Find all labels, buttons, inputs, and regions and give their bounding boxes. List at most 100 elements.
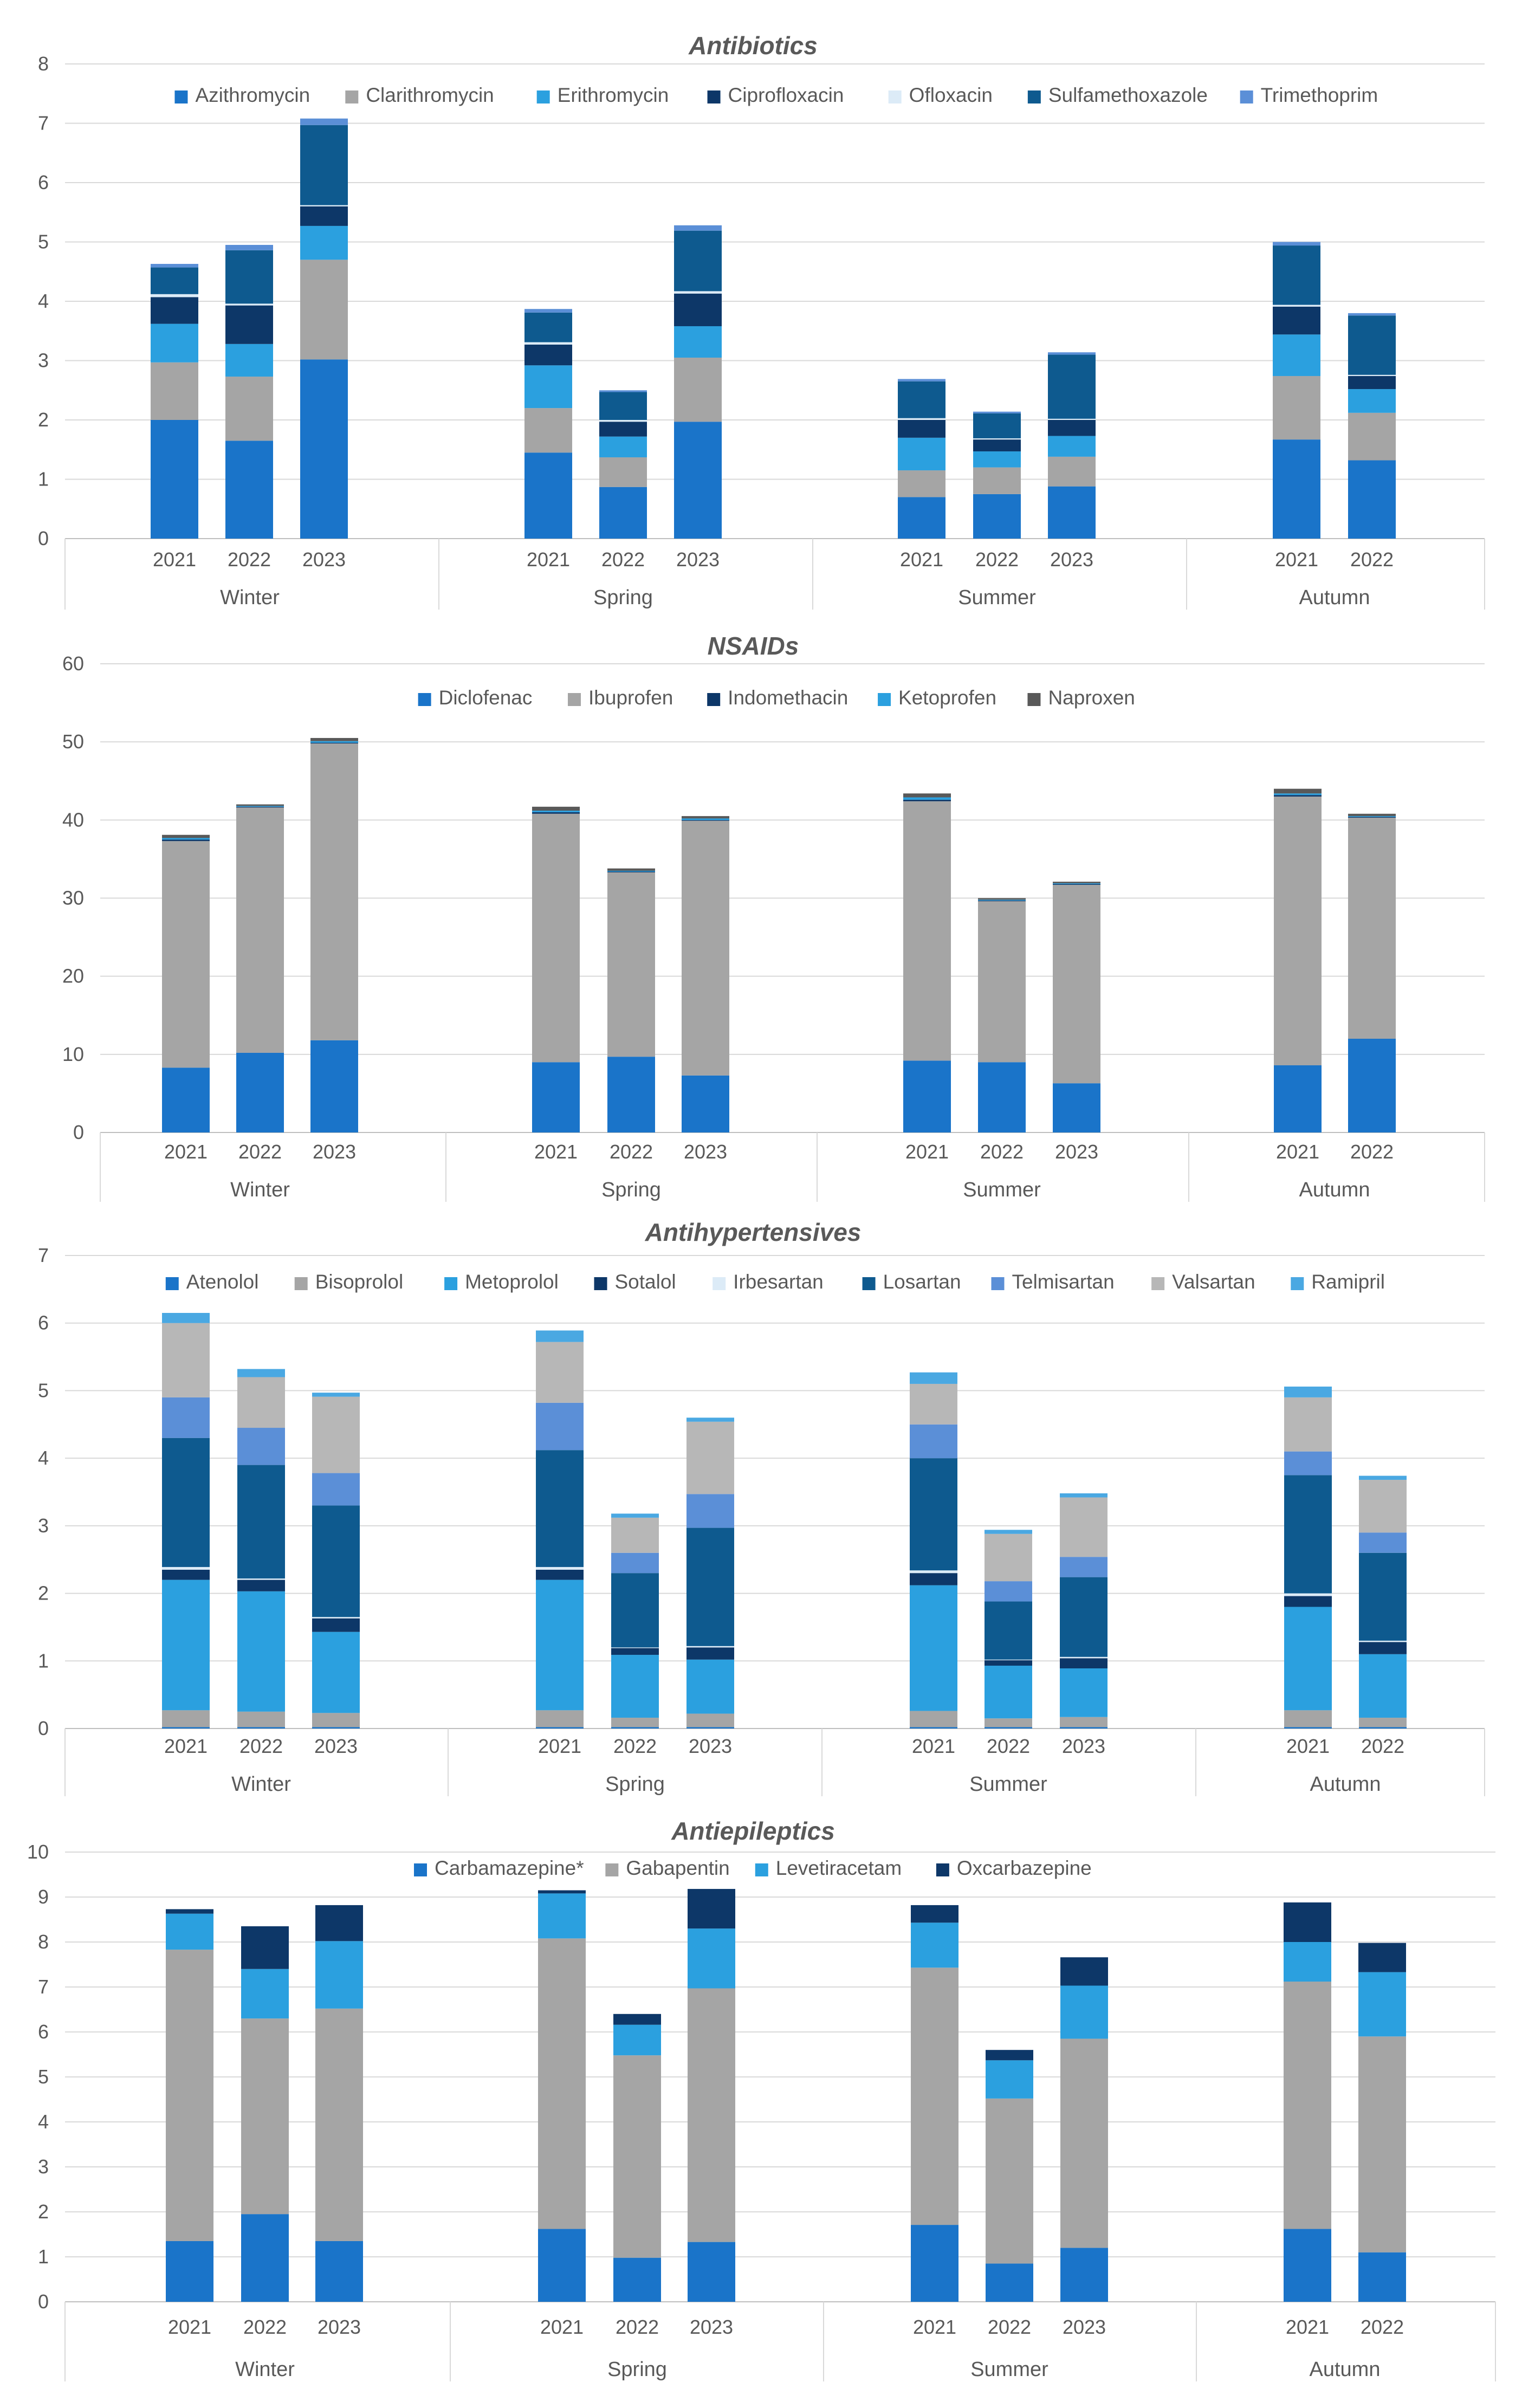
- y-tick-label: 7: [38, 112, 49, 134]
- bar-segment-naproxen: [236, 804, 284, 806]
- bar-segment-irbesartan: [312, 1617, 360, 1619]
- legend-label: Atenolol: [186, 1271, 259, 1293]
- group-label: Summer: [969, 1773, 1047, 1796]
- x-tick-label: 2021: [1276, 1141, 1319, 1163]
- bar-segment-losartan: [686, 1527, 734, 1646]
- bar-segment-valsartan: [1284, 1397, 1332, 1452]
- bar-segment-trimethoprim: [1348, 313, 1396, 316]
- bar-segment-naproxen: [607, 868, 655, 871]
- bar-segment-irbesartan: [1359, 1640, 1407, 1642]
- bar-segment-telmisartan: [910, 1424, 957, 1459]
- bar-segment-naproxen: [310, 737, 358, 741]
- bar-segment-atenolol: [611, 1727, 659, 1729]
- bar-segment-sulfamethoxazole: [1348, 315, 1396, 375]
- bar-segment-valsartan: [162, 1323, 210, 1397]
- bar-segment-bisoprolol: [1284, 1710, 1332, 1727]
- y-tick-label: 0: [73, 1121, 84, 1143]
- bar-segment-telmisartan: [985, 1581, 1032, 1602]
- bar-segment-erithromycin: [151, 323, 198, 363]
- y-tick-label: 6: [38, 1312, 49, 1334]
- legend-swatch: [707, 693, 721, 706]
- legend-label: Losartan: [883, 1271, 961, 1293]
- bar-segment-oxcarbazepine: [688, 1889, 735, 1929]
- x-tick-label: 2023: [684, 1141, 727, 1163]
- bar-segment-gabapentin: [1358, 2036, 1406, 2252]
- legend: Atenolol Bisoprolol Metoprolol Sotalol Irbes…: [165, 1271, 1385, 1293]
- bar-segment-metoprolol: [237, 1591, 285, 1712]
- bar-segment-sulfamethoxazole: [674, 230, 722, 292]
- bar-segment-trimethoprim: [973, 411, 1021, 413]
- bar-segment-oxcarbazepine: [613, 2014, 661, 2025]
- bar-segment-bisoprolol: [162, 1710, 210, 1727]
- bar-segment-bisoprolol: [1060, 1717, 1108, 1727]
- bar-segment-ketoprofen: [903, 797, 951, 800]
- bar-segment-telmisartan: [1060, 1557, 1108, 1577]
- legend-swatch: [294, 1277, 308, 1290]
- bar-segment-oxcarbazepine: [1358, 1943, 1406, 1972]
- bar-segment-indomethacin: [532, 812, 580, 814]
- legend-label: Sulfamethoxazole: [1048, 84, 1208, 106]
- bar-segment-indomethacin: [1274, 795, 1322, 797]
- bar-segment-diclofenac: [1348, 1039, 1396, 1132]
- bar-segment-gabapentin: [538, 1938, 586, 2229]
- bar-segment-erithromycin: [973, 451, 1021, 468]
- bar-segment-valsartan: [910, 1383, 957, 1425]
- legend: Diclofenac Ibuprofen Indomethacin Ketoprofe…: [418, 687, 1135, 709]
- bar-segment-ciprofloxacin: [599, 422, 647, 437]
- bar-segment-ramipril: [1060, 1493, 1108, 1498]
- bar-segment-sotalol: [1060, 1658, 1108, 1669]
- bar-segment-oxcarbazepine: [1060, 1957, 1108, 1986]
- y-tick-label: 10: [62, 1043, 84, 1065]
- legend-label: Clarithromycin: [366, 84, 494, 106]
- bar-segment-diclofenac: [903, 1060, 951, 1132]
- bar-segment-valsartan: [312, 1396, 360, 1473]
- bar-segment-ibuprofen: [903, 801, 951, 1061]
- bar-segment-oxcarbazepine: [538, 1890, 586, 1894]
- bar-segment-losartan: [536, 1450, 584, 1567]
- bar-segment-azithromycin: [300, 359, 348, 539]
- x-tick-label: 2022: [1350, 1141, 1394, 1163]
- bar-segment-naproxen: [532, 806, 580, 811]
- bar-segment-ciprofloxacin: [151, 297, 198, 324]
- x-tick-label: 2023: [313, 1141, 356, 1163]
- bar-segment-irbesartan: [1060, 1656, 1108, 1659]
- y-tick-label: 2: [38, 409, 49, 431]
- bar-segment-irbesartan: [1284, 1593, 1332, 1596]
- legend-swatch: [1151, 1277, 1165, 1290]
- bar-segment-clarithromycin: [1273, 376, 1320, 440]
- bar-segment-atenolol: [910, 1727, 957, 1729]
- y-tick-label: 7: [38, 1976, 49, 1998]
- x-tick-label: 2022: [975, 548, 1019, 571]
- bar-segment-ofloxacin: [898, 418, 945, 420]
- legend-label: Ibuprofen: [588, 687, 673, 709]
- bar-segment-naproxen: [903, 793, 951, 798]
- bar-segment-levetiracetam: [166, 1913, 213, 1950]
- bar-segment-ofloxacin: [225, 303, 273, 306]
- bar-segment-gabapentin: [911, 1967, 958, 2225]
- bar-segment-erithromycin: [674, 326, 722, 358]
- chart-title: Antibiotics: [688, 31, 818, 60]
- bar-segment-carbamazepine-: [315, 2241, 363, 2302]
- bar-segment-indomethacin: [607, 871, 655, 872]
- bar-segment-trimethoprim: [599, 390, 647, 392]
- x-tick-label: 2022: [980, 1141, 1024, 1163]
- bar-segment-metoprolol: [162, 1580, 210, 1711]
- y-tick-label: 2: [38, 2200, 49, 2223]
- y-tick-label: 60: [62, 652, 84, 675]
- y-tick-label: 30: [62, 887, 84, 909]
- x-tick-label: 2021: [164, 1141, 208, 1163]
- bar-segment-valsartan: [686, 1421, 734, 1494]
- group-label: Autumn: [1310, 2358, 1381, 2381]
- bar-segment-telmisartan: [162, 1397, 210, 1438]
- bar-segment-trimethoprim: [1048, 352, 1096, 355]
- bar-segment-bisoprolol: [312, 1713, 360, 1727]
- x-tick-label: 2021: [153, 548, 196, 571]
- bar-segment-levetiracetam: [1060, 1985, 1108, 2039]
- bar-segment-carbamazepine-: [538, 2229, 586, 2302]
- chart-title: Antiepileptics: [671, 1817, 835, 1845]
- legend-label: Valsartan: [1172, 1271, 1255, 1293]
- bar-segment-azithromycin: [1048, 486, 1096, 539]
- bar-segment-metoprolol: [312, 1632, 360, 1713]
- y-tick-label: 6: [38, 2021, 49, 2043]
- legend-label: Irbesartan: [733, 1271, 824, 1293]
